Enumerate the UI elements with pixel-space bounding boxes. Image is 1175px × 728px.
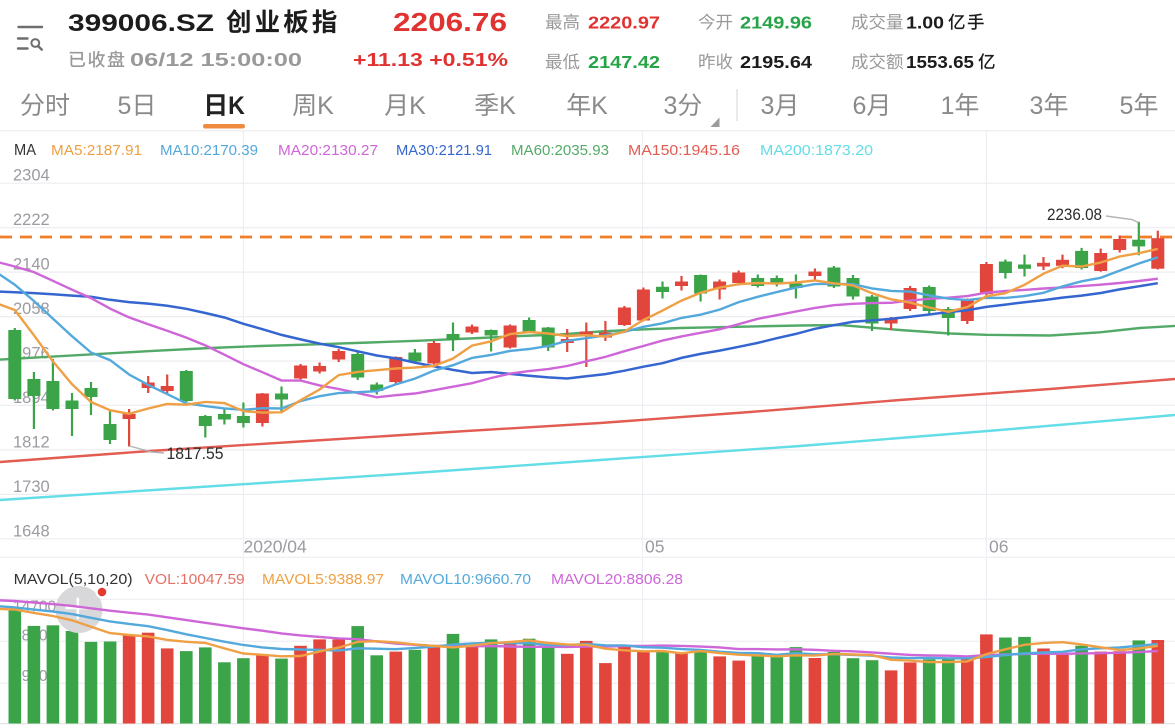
svg-text:1648: 1648 <box>13 522 50 540</box>
svg-text:06/12 15:00:00: 06/12 15:00:00 <box>130 50 302 70</box>
svg-text:1.00: 1.00 <box>906 12 944 32</box>
svg-text:06: 06 <box>989 537 1008 557</box>
svg-text:3: 3 <box>1030 92 1044 120</box>
svg-text:3: 3 <box>761 92 775 120</box>
svg-text:2222: 2222 <box>13 211 50 229</box>
svg-text:2058: 2058 <box>13 300 50 318</box>
svg-text:2147.42: 2147.42 <box>588 52 660 72</box>
svg-text:2236.08: 2236.08 <box>1047 205 1102 224</box>
svg-text:MAVOL10:9660.70: MAVOL10:9660.70 <box>400 571 531 588</box>
svg-text:5: 5 <box>118 92 132 120</box>
svg-text:05: 05 <box>645 537 664 557</box>
svg-text:2020/04: 2020/04 <box>244 537 308 557</box>
svg-text:1: 1 <box>941 92 955 120</box>
svg-text:MAVOL20:8806.28: MAVOL20:8806.28 <box>551 571 683 588</box>
svg-text:MA30:2121.91: MA30:2121.91 <box>396 142 492 159</box>
svg-text:MA20:2130.27: MA20:2130.27 <box>278 142 378 159</box>
svg-text:6: 6 <box>853 92 867 120</box>
svg-text:2220.97: 2220.97 <box>588 12 660 32</box>
svg-text:MAVOL(5,10,20): MAVOL(5,10,20) <box>14 571 133 588</box>
svg-text:2206.76: 2206.76 <box>393 7 507 37</box>
svg-text:K: K <box>591 92 608 120</box>
svg-text:K: K <box>317 92 334 120</box>
svg-text:+11.13 +0.51%: +11.13 +0.51% <box>353 49 508 70</box>
svg-text:K: K <box>409 92 426 120</box>
svg-text:2149.96: 2149.96 <box>740 12 812 32</box>
svg-text:1894: 1894 <box>13 389 50 407</box>
svg-text:2195.64: 2195.64 <box>740 52 812 72</box>
svg-text:3: 3 <box>664 92 678 120</box>
svg-text:1817.55: 1817.55 <box>167 444 224 463</box>
svg-text:MA5:2187.91: MA5:2187.91 <box>51 142 142 159</box>
svg-text:K: K <box>228 92 245 120</box>
svg-text:1553.65: 1553.65 <box>906 52 974 72</box>
svg-text:MA200:1873.20: MA200:1873.20 <box>760 142 873 159</box>
svg-text:399006.SZ: 399006.SZ <box>68 10 214 37</box>
svg-text:MA150:1945.16: MA150:1945.16 <box>628 142 740 159</box>
svg-text:5: 5 <box>1120 92 1134 120</box>
svg-text:MA: MA <box>14 142 37 159</box>
svg-text:MAVOL5:9388.97: MAVOL5:9388.97 <box>262 571 384 588</box>
svg-text:1730: 1730 <box>13 478 50 496</box>
svg-text:VOL:10047.59: VOL:10047.59 <box>145 571 245 588</box>
svg-text:2304: 2304 <box>13 167 50 185</box>
svg-text:MA60:2035.93: MA60:2035.93 <box>511 142 609 159</box>
svg-text:1812: 1812 <box>13 433 50 451</box>
svg-text:MA10:2170.39: MA10:2170.39 <box>160 142 258 159</box>
svg-text:K: K <box>499 92 516 120</box>
